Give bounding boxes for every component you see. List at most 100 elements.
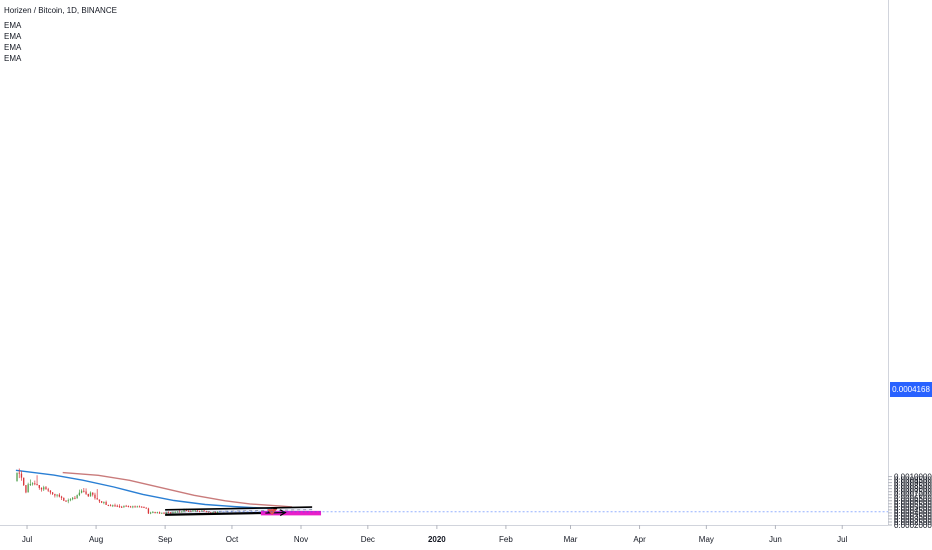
candle-body — [92, 492, 94, 495]
x-tick-label: Jul — [22, 535, 32, 544]
candle-body — [100, 501, 103, 503]
y-tick-label: 0.0003000 — [894, 515, 932, 524]
y-tick-label: 0.0009500 — [894, 476, 932, 485]
candle-body — [40, 487, 43, 490]
y-tick-label: 0.0006000 — [894, 497, 932, 506]
candle-body — [134, 506, 136, 508]
candle-body — [149, 512, 152, 514]
y-tick-label: 0.0004500 — [894, 506, 932, 515]
x-tick-label: 2020 — [428, 535, 446, 544]
candle-body — [29, 484, 32, 486]
candle-body — [141, 506, 143, 508]
x-tick-label: Oct — [226, 535, 239, 544]
candle-body — [167, 512, 170, 514]
y-tick-label: 0.0006500 — [894, 494, 932, 503]
candle-body — [80, 490, 83, 493]
channel-upper-line — [165, 506, 313, 511]
candle-body — [45, 487, 47, 490]
candle-body — [16, 472, 18, 482]
candle-body — [136, 506, 138, 508]
candle-body — [198, 511, 201, 513]
candle-body — [47, 489, 49, 491]
candle-body — [125, 505, 127, 507]
candle-body — [203, 510, 205, 512]
candle-body — [58, 494, 61, 497]
x-tick-label: Nov — [294, 535, 308, 544]
candle-body — [54, 493, 56, 496]
candle-body — [127, 505, 130, 507]
candle-body — [83, 490, 85, 492]
ema-line — [62, 471, 293, 508]
candle-body — [43, 487, 45, 490]
candle-body — [65, 500, 67, 502]
candle-body — [98, 499, 101, 502]
candle-body — [216, 511, 219, 513]
indicator-label: EMA — [4, 21, 22, 30]
candle-body — [36, 484, 38, 486]
y-tick-label: 0.0007000 — [894, 491, 932, 500]
candle-body — [207, 511, 210, 513]
indicator-legend: EMA EMA EMA EMA — [4, 20, 21, 64]
candle-body — [56, 494, 58, 496]
y-tick-label: 0.0005000 — [894, 503, 932, 512]
candle-body — [129, 506, 132, 508]
candle-body — [174, 512, 176, 514]
candle-body — [51, 492, 54, 494]
candle-body — [154, 511, 156, 514]
indicator-label: EMA — [4, 54, 22, 63]
candle-body — [69, 499, 72, 501]
candle-body — [201, 510, 203, 512]
y-tick-label: 0.0004000 — [894, 509, 932, 518]
candle-body — [163, 512, 165, 514]
y-tick-label: 0.0008500 — [894, 482, 932, 491]
candle-body — [214, 512, 216, 514]
candle-body — [85, 491, 87, 494]
plot-area — [15, 468, 888, 517]
candle-body — [123, 505, 125, 507]
chart-title: Horizen / Bitcoin, 1D, BINANCE — [4, 6, 117, 15]
candle-body — [89, 492, 92, 497]
candle-body — [196, 510, 199, 512]
candle-body — [152, 511, 154, 513]
y-tick-label: 0.0002000 — [894, 521, 932, 530]
candle-body — [23, 477, 25, 486]
x-tick-label: Dec — [361, 535, 375, 544]
x-tick-label: Jul — [837, 535, 847, 544]
candle-body — [25, 485, 27, 493]
candle-body — [165, 512, 167, 514]
candle-body — [161, 512, 163, 514]
y-tick-label: 0.0002500 — [894, 518, 932, 527]
candle-body — [63, 497, 65, 501]
candle-body — [192, 510, 194, 512]
candle-body — [116, 505, 118, 507]
y-tick-label: 0.0007500 — [894, 488, 932, 497]
y-tick-label: 0.0008000 — [894, 485, 932, 494]
last-price-tag: 0.0004168 — [890, 382, 932, 397]
sideways-arrow — [265, 511, 286, 514]
candle-body — [132, 506, 134, 508]
candle-body — [96, 498, 98, 500]
candle-body — [20, 473, 23, 478]
candle-body — [103, 501, 105, 503]
candle-body — [158, 512, 161, 514]
x-tick-label: Feb — [499, 535, 513, 544]
candle-body — [145, 507, 147, 509]
candle-body — [181, 511, 183, 513]
candle-body — [205, 511, 208, 513]
x-tick-label: Aug — [89, 535, 103, 544]
candle-body — [156, 512, 159, 514]
candle-body — [194, 510, 196, 512]
sideways-arrow-head — [279, 509, 287, 517]
candle-body — [114, 505, 116, 507]
x-tick-label: Jun — [769, 535, 782, 544]
candle-body — [107, 504, 110, 506]
x-tick-label: May — [699, 535, 714, 544]
candle-body — [18, 472, 20, 474]
candle-body — [121, 506, 123, 508]
candle-body — [112, 505, 114, 507]
channel-mid-line — [165, 509, 313, 513]
x-tick-label: Mar — [564, 535, 578, 544]
candle-body — [27, 484, 29, 493]
candle-body — [87, 493, 89, 497]
